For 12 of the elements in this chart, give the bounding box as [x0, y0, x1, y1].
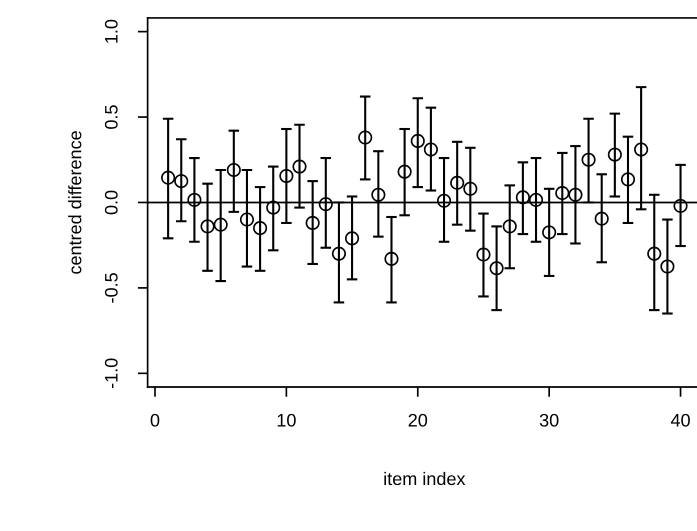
- x-tick-label: 20: [408, 414, 428, 427]
- x-tick-label: 30: [540, 414, 558, 427]
- x-tick-label: 40: [670, 414, 690, 427]
- y-axis-title: centred difference: [68, 131, 82, 274]
- y-tick-label: 0.5: [104, 105, 118, 129]
- y-tick-label: 0.0: [104, 190, 118, 214]
- x-axis-title: item index: [384, 472, 466, 486]
- x-tick-label: 10: [278, 414, 296, 427]
- y-tick-label: 1.0: [104, 20, 118, 43]
- y-tick-label: -1.0: [104, 358, 118, 388]
- y-tick-label: -0.5: [104, 273, 118, 303]
- x-tick-label: 0: [150, 414, 160, 427]
